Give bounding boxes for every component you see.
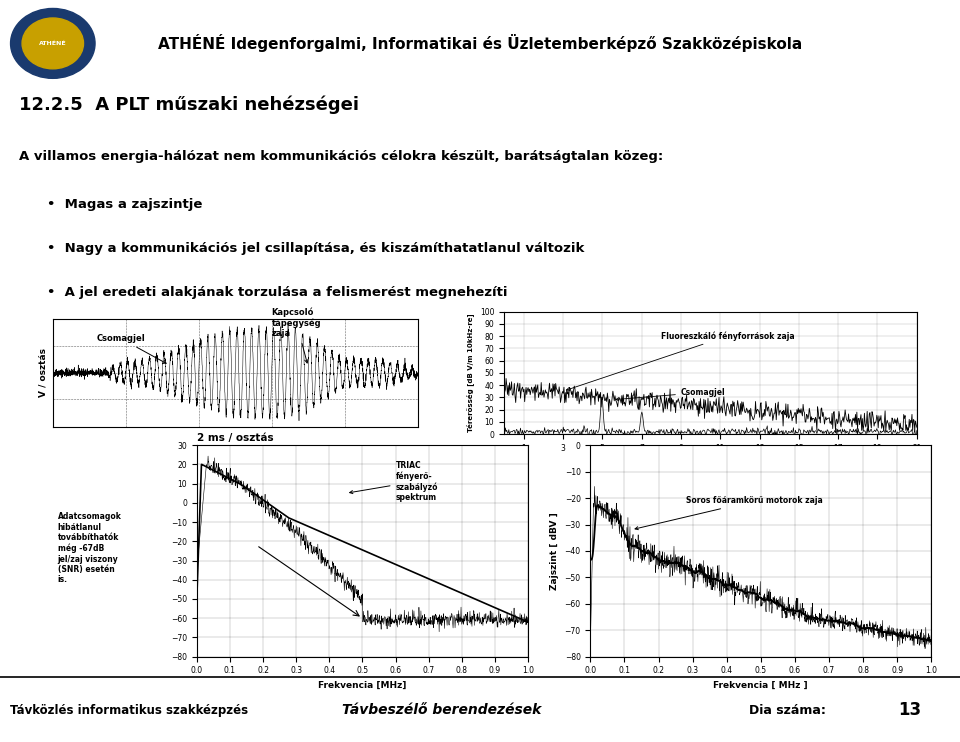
X-axis label: Frekvencia [MHz]: Frekvencia [MHz] <box>666 459 755 467</box>
Circle shape <box>11 8 95 79</box>
Text: Dia száma:: Dia száma: <box>749 703 826 717</box>
Circle shape <box>22 18 84 69</box>
Text: Fluoreszkáló fényforrások zaja: Fluoreszkáló fényforrások zaja <box>566 331 795 390</box>
Text: Kapcsoló
tápegység
zaja: Kapcsoló tápegység zaja <box>272 307 322 363</box>
Text: 12.2.5  A PLT műszaki nehézségei: 12.2.5 A PLT műszaki nehézségei <box>19 96 359 114</box>
Text: Távközlés informatikus szakkézpzés: Távközlés informatikus szakkézpzés <box>10 703 248 717</box>
Text: •  Nagy a kommunikációs jel csillapítása, és kiszámíthatatlanul változik: • Nagy a kommunikációs jel csillapítása,… <box>47 242 585 255</box>
Text: Csomagjel: Csomagjel <box>97 334 166 364</box>
Text: •  A jel eredeti alakjának torzulása a felismerést megnehezíti: • A jel eredeti alakjának torzulása a fe… <box>47 286 508 299</box>
Text: ATHÉNÉ: ATHÉNÉ <box>39 41 66 46</box>
Y-axis label: Térerősség [dB V/m 10kHz-re]: Térerősség [dB V/m 10kHz-re] <box>467 314 474 432</box>
Text: 2 ms / osztás: 2 ms / osztás <box>197 433 274 444</box>
Text: ATHÉNÉ Idegenforgalmi, Informatikai és Üzletemberképző Szakközépiskola: ATHÉNÉ Idegenforgalmi, Informatikai és Ü… <box>157 33 803 52</box>
Text: A villamos energia-hálózat nem kommunikációs célokra készült, barátságtalan köze: A villamos energia-hálózat nem kommuniká… <box>19 151 663 163</box>
Text: Soros főáramkörű motorok zaja: Soros főáramkörű motorok zaja <box>636 496 823 530</box>
X-axis label: Frekvencia [MHz]: Frekvencia [MHz] <box>318 681 407 690</box>
Text: 13: 13 <box>899 701 922 719</box>
Y-axis label: Zajszint [ dBV ]: Zajszint [ dBV ] <box>550 512 559 590</box>
Text: •  Magas a zajszintje: • Magas a zajszintje <box>47 198 203 211</box>
Text: TRIAC
fényerő-
szabályzó
spektrum: TRIAC fényerő- szabályzó spektrum <box>349 461 438 502</box>
Text: Távbeszélő berendezések: Távbeszélő berendezések <box>342 703 541 718</box>
X-axis label: Frekvencia [ MHz ]: Frekvencia [ MHz ] <box>713 681 808 690</box>
Text: Adatcsomagok
hibátlanul
továbbíthatók
még -67dB
jel/zaj viszony
(SNR) esetén
is.: Adatcsomagok hibátlanul továbbíthatók mé… <box>58 513 122 585</box>
Y-axis label: V / osztás: V / osztás <box>38 348 47 398</box>
Text: Csomagjel: Csomagjel <box>615 388 726 401</box>
